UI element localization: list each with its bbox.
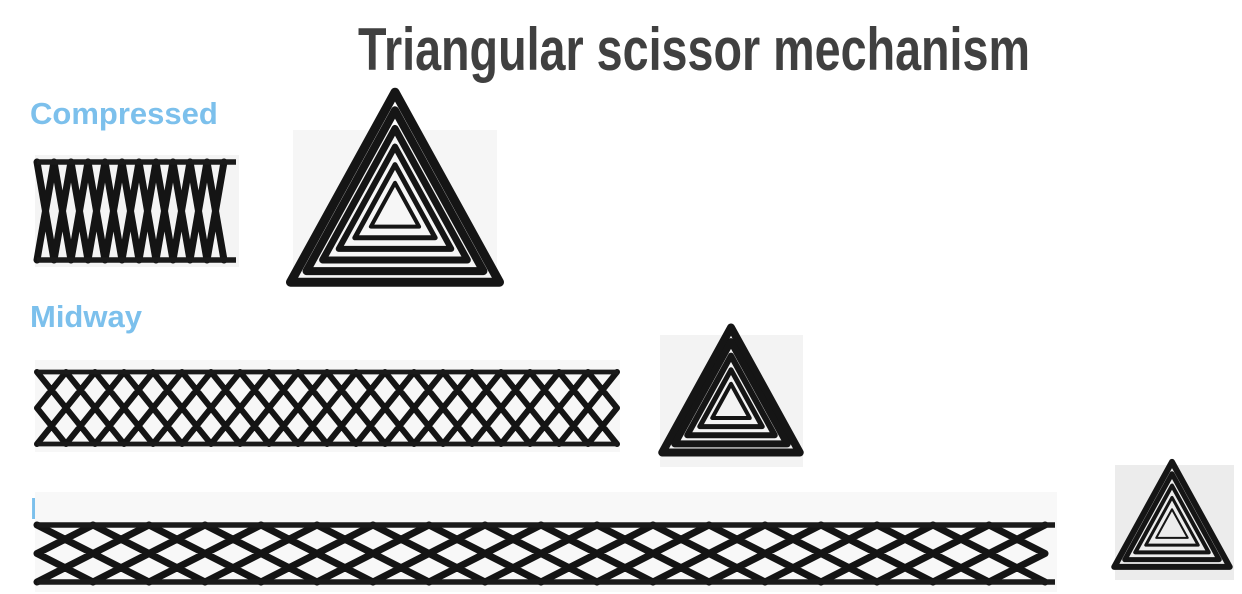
triangle-frame — [302, 106, 488, 276]
triangle-frame — [697, 367, 765, 430]
triangle-frame — [1144, 495, 1200, 547]
triangle-frame — [368, 180, 422, 229]
triangle-frame — [352, 162, 438, 241]
triangle-frame — [1155, 508, 1189, 539]
slide-title: Triangular scissor mechanism — [358, 16, 1030, 83]
scissor-lattice — [33, 521, 1049, 586]
section-label: Midway — [30, 299, 143, 334]
triangle-frame — [319, 124, 471, 264]
triangle-frame — [684, 352, 778, 439]
triangle-frame — [710, 381, 752, 420]
triangle-frame — [1111, 458, 1233, 570]
mechanism-drawings — [33, 87, 1233, 586]
triangle-frame — [335, 143, 455, 252]
triangle-frame — [1133, 483, 1211, 555]
triangle-frame — [658, 323, 804, 457]
triangle-frame — [671, 338, 791, 448]
scissor-lattice — [33, 158, 228, 264]
triangle-frame — [286, 87, 504, 287]
section-label: Compressed — [30, 96, 218, 131]
triangle-frame — [1122, 471, 1222, 563]
scissor-lattice — [34, 369, 620, 447]
